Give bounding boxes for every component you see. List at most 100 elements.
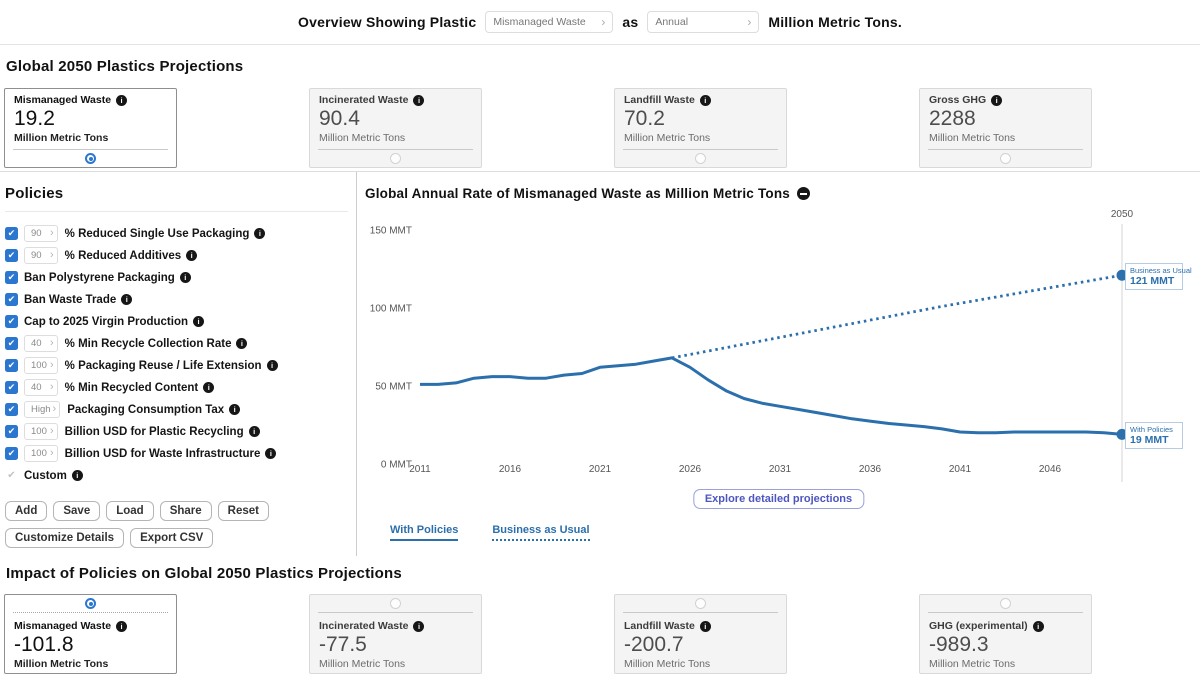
policy-value-select[interactable]: 90 (24, 225, 58, 242)
interval-dropdown[interactable]: Annual › (647, 11, 760, 33)
card-radio[interactable] (1000, 598, 1011, 609)
policy-label: % Reduced Additives (64, 249, 182, 262)
info-icon[interactable] (1032, 620, 1044, 632)
customize-details-button[interactable]: Customize Details (5, 528, 125, 548)
projection-chart: 0 MMT 50 MMT 100 MMT 150 MMT 2011 2016 2021 202… (370, 209, 1134, 482)
card-radio[interactable] (85, 598, 96, 609)
policy-checkbox[interactable] (5, 469, 18, 482)
info-icon[interactable] (248, 426, 260, 437)
policy-value-select[interactable]: 100 (24, 423, 58, 440)
card-label: Gross GHG (929, 94, 987, 106)
share-button[interactable]: Share (159, 501, 212, 521)
card-radio[interactable] (390, 153, 401, 164)
card-unit: Million Metric Tons (624, 132, 711, 144)
annotation-value: 121 MMT (1130, 275, 1175, 287)
load-button[interactable]: Load (106, 501, 154, 521)
info-icon[interactable] (266, 360, 278, 371)
card-radio-row (5, 150, 176, 167)
policy-value-select[interactable]: 40 (24, 335, 58, 352)
policy-checkbox[interactable] (5, 293, 18, 306)
card-radio-row (310, 595, 481, 612)
impact-card-incinerated-waste[interactable]: Incinerated Waste-77.5 Million Metric Ton… (309, 594, 482, 674)
card-radio[interactable] (1000, 153, 1011, 164)
policy-checkbox[interactable] (5, 403, 18, 416)
info-icon[interactable] (121, 294, 133, 305)
policy-row-min-recycled-content: 40 % Min Recycled Content (5, 379, 348, 396)
info-icon[interactable] (265, 448, 277, 459)
card-divider (318, 612, 473, 613)
impact-card-landfill-waste[interactable]: Landfill Waste-200.7 Million Metric Tons (614, 594, 787, 674)
projection-card-mismanaged-waste[interactable]: Mismanaged Waste19.2 Million Metric Tons (4, 88, 177, 168)
policy-label: Ban Waste Trade (24, 293, 117, 306)
card-value: 90.4 (319, 107, 360, 130)
save-button[interactable]: Save (53, 501, 101, 521)
card-divider (623, 612, 778, 613)
policy-value-select[interactable]: 100 (24, 445, 58, 462)
projection-card-incinerated-waste[interactable]: Incinerated Waste90.4 Million Metric Tons (309, 88, 482, 168)
svg-text:50 MMT: 50 MMT (375, 382, 412, 393)
policy-checkbox[interactable] (5, 271, 18, 284)
annotation-value: 19 MMT (1130, 434, 1169, 446)
policy-value-select[interactable]: High (24, 401, 61, 418)
policy-checkbox[interactable] (5, 425, 18, 438)
policy-label: Custom (24, 469, 67, 482)
policy-label: % Min Recycle Collection Rate (64, 337, 232, 350)
info-icon[interactable] (699, 94, 711, 106)
legend-business-as-usual[interactable]: Business as Usual (492, 524, 590, 541)
card-radio[interactable] (390, 598, 401, 609)
comment-icon[interactable] (797, 187, 811, 200)
as-label: as (622, 14, 639, 30)
info-icon[interactable] (186, 250, 198, 261)
info-icon[interactable] (229, 404, 241, 415)
info-icon[interactable] (699, 620, 711, 632)
business-as-usual-annotation: Business as Usual 121 MMT (1125, 263, 1192, 290)
info-icon[interactable] (116, 94, 128, 106)
policy-label: Billion USD for Waste Infrastructure (64, 447, 261, 460)
info-icon[interactable] (71, 470, 83, 481)
impact-card-mismanaged-waste[interactable]: Mismanaged Waste-101.8 Million Metric Ton… (4, 594, 177, 674)
svg-text:2046: 2046 (1039, 464, 1062, 475)
svg-text:2041: 2041 (949, 464, 972, 475)
overview-prefix-label: Overview Showing Plastic (298, 14, 477, 30)
policy-row-min-recycle-collection-rate: 40 % Min Recycle Collection Rate (5, 335, 348, 352)
impact-card-ghg-experimental[interactable]: GHG (experimental)-989.3 Million Metric T… (919, 594, 1092, 674)
info-icon[interactable] (991, 94, 1003, 106)
info-icon[interactable] (193, 316, 205, 327)
info-icon[interactable] (203, 382, 215, 393)
info-icon[interactable] (254, 228, 266, 239)
policy-checkbox[interactable] (5, 249, 18, 262)
projection-card-landfill-waste[interactable]: Landfill Waste70.2 Million Metric Tons (614, 88, 787, 168)
card-radio[interactable] (695, 153, 706, 164)
info-icon[interactable] (236, 338, 248, 349)
card-radio[interactable] (85, 153, 96, 164)
card-unit: Million Metric Tons (624, 658, 711, 670)
card-radio-row (5, 595, 176, 612)
projection-card-gross-ghg[interactable]: Gross GHG2288 Million Metric Tons (919, 88, 1092, 168)
policy-value-select[interactable]: 40 (24, 379, 58, 396)
info-icon[interactable] (179, 272, 191, 283)
legend-with-policies[interactable]: With Policies (390, 524, 459, 541)
card-body: Landfill Waste-200.7 Million Metric Tons (615, 615, 786, 673)
policy-checkbox[interactable] (5, 337, 18, 350)
add-button[interactable]: Add (5, 501, 48, 521)
policy-label: Billion USD for Plastic Recycling (64, 425, 244, 438)
info-icon[interactable] (116, 620, 128, 632)
explore-projections-button[interactable]: Explore detailed projections (692, 489, 865, 509)
reset-button[interactable]: Reset (217, 501, 269, 521)
metric-dropdown[interactable]: Mismanaged Waste › (485, 11, 614, 33)
policy-value: 100 (31, 426, 47, 437)
policy-checkbox[interactable] (5, 359, 18, 372)
policy-checkbox[interactable] (5, 447, 18, 460)
policy-checkbox[interactable] (5, 315, 18, 328)
info-icon[interactable] (413, 94, 425, 106)
export-csv-button[interactable]: Export CSV (130, 528, 214, 548)
card-radio-row (920, 595, 1091, 612)
card-label: Landfill Waste (624, 94, 695, 106)
card-label: Mismanaged Waste (14, 620, 112, 632)
policy-value-select[interactable]: 90 (24, 247, 58, 264)
policy-checkbox[interactable] (5, 381, 18, 394)
policy-value-select[interactable]: 100 (24, 357, 58, 374)
info-icon[interactable] (413, 620, 425, 632)
policy-checkbox[interactable] (5, 227, 18, 240)
card-radio[interactable] (695, 598, 706, 609)
